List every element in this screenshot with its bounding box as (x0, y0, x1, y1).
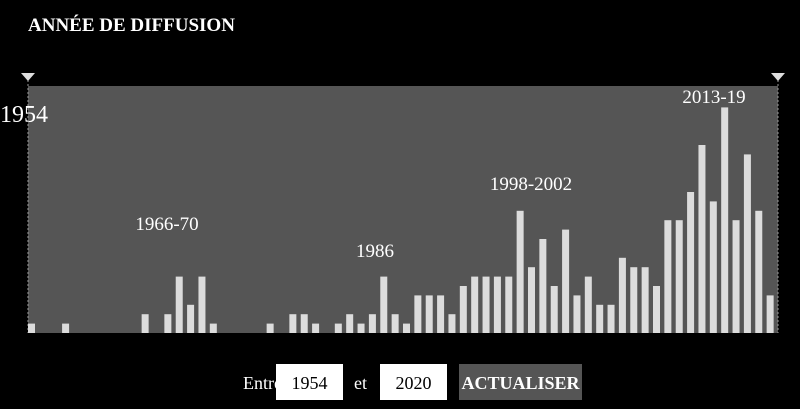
end-input-value[interactable]: 2020 (396, 373, 432, 393)
bar (653, 286, 660, 333)
update-button[interactable] (459, 364, 582, 400)
bar (357, 323, 365, 333)
bar (175, 276, 183, 333)
bar (675, 220, 683, 333)
bar (448, 314, 456, 333)
annotation: 1986 (356, 241, 394, 262)
bar (425, 295, 433, 333)
annotation: 1998-2002 (490, 174, 572, 195)
range-handle[interactable] (771, 73, 785, 81)
bar (766, 295, 774, 333)
bar (493, 276, 501, 333)
bar (187, 304, 195, 333)
bar (516, 210, 524, 333)
bar (312, 323, 320, 333)
bar (618, 257, 626, 333)
bar (28, 323, 35, 333)
bar (300, 314, 308, 333)
bar (414, 295, 422, 333)
bar (141, 314, 149, 333)
bar (164, 314, 172, 333)
bar (209, 323, 217, 333)
bar (687, 192, 695, 333)
bar (596, 304, 604, 333)
bar (664, 220, 672, 333)
bar (562, 229, 570, 333)
bar (539, 239, 547, 333)
bar (732, 220, 740, 333)
from-label: Entre (243, 373, 282, 393)
bar (573, 295, 581, 333)
start-input-value[interactable]: 1954 (292, 373, 328, 393)
bar (641, 267, 649, 333)
bar (368, 314, 376, 333)
section-title: ANNÉE DE DIFFUSION (28, 14, 235, 36)
bar (380, 276, 388, 333)
bar (334, 323, 342, 333)
bar (346, 314, 354, 333)
bar (709, 201, 717, 333)
start-input[interactable] (276, 364, 343, 400)
bar (403, 323, 410, 333)
bar (62, 323, 70, 333)
bar (584, 276, 592, 333)
bar (607, 304, 615, 333)
bar (630, 267, 638, 333)
range-handle[interactable] (21, 73, 35, 81)
bar (505, 276, 513, 333)
annotation: 1966-70 (135, 214, 198, 235)
bar (528, 267, 535, 333)
bar (755, 210, 763, 333)
annotation: 2013-19 (682, 87, 745, 108)
bar (698, 145, 706, 333)
bar (721, 107, 729, 334)
bar (391, 314, 399, 333)
range-start-label: 1954 (0, 102, 48, 128)
bar (266, 323, 274, 333)
bar (437, 295, 445, 333)
end-input[interactable] (380, 364, 447, 400)
bar (289, 314, 297, 333)
bar (482, 276, 490, 333)
bar (471, 276, 479, 333)
update-button-label[interactable]: ACTUALISER (461, 373, 580, 393)
bar (550, 286, 558, 333)
and-label: et (354, 373, 367, 393)
bar (198, 276, 206, 333)
bar (743, 154, 751, 333)
bar (459, 286, 467, 333)
